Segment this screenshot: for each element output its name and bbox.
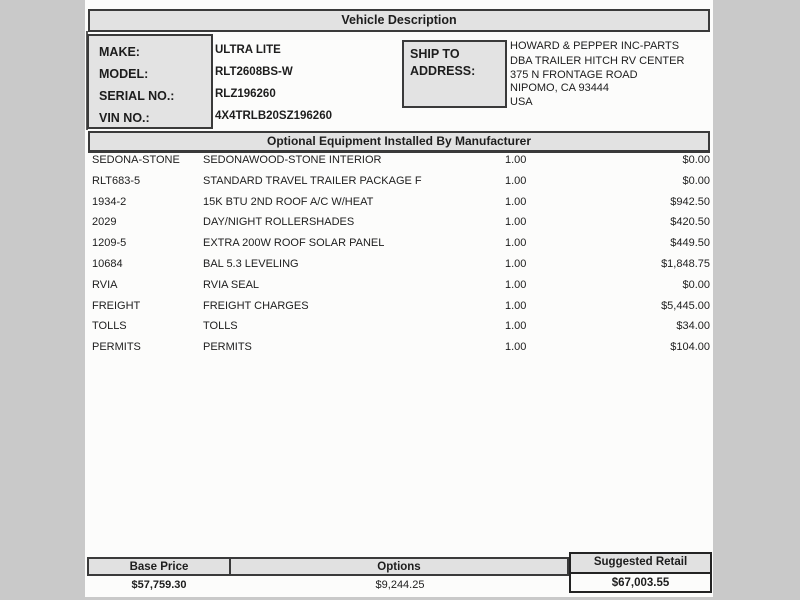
base-price-value: $57,759.30 xyxy=(131,579,187,591)
suggested-retail-header: Suggested Retail xyxy=(571,554,710,574)
equipment-code: 10684 xyxy=(92,257,123,270)
equipment-qty: 1.00 xyxy=(505,154,527,166)
table-row: 10684 BAL 5.3 LEVELING 1.00 $1,848.75 xyxy=(85,255,713,276)
equipment-price: $104.00 xyxy=(670,341,710,354)
equipment-code: 2029 xyxy=(92,216,117,229)
vehicle-description-header: Vehicle Description xyxy=(88,9,710,32)
table-row: TOLLS TOLLS 1.00 $34.00 xyxy=(85,317,713,338)
optional-equipment-header: Optional Equipment Installed By Manufact… xyxy=(88,131,710,153)
address-line: NIPOMO, CA 93444 xyxy=(510,82,610,95)
ship-to-label-line2: ADDRESS: xyxy=(410,64,476,78)
model-label: MODEL: xyxy=(99,67,149,81)
equipment-price: $0.00 xyxy=(682,278,710,291)
equipment-price: $0.00 xyxy=(682,154,710,166)
table-row: FREIGHT FREIGHT CHARGES 1.00 $5,445.00 xyxy=(85,297,713,318)
equipment-price: $420.50 xyxy=(670,216,710,229)
equipment-code: RLT683-5 xyxy=(92,174,141,187)
suggested-retail-value: $67,003.55 xyxy=(611,577,670,589)
equipment-price: $942.50 xyxy=(670,195,710,208)
vin-label: VIN NO.: xyxy=(99,111,150,125)
equipment-qty: 1.00 xyxy=(505,299,527,312)
equipment-qty: 1.00 xyxy=(505,320,527,333)
equipment-price: $34.00 xyxy=(676,320,710,333)
equipment-description: STANDARD TRAVEL TRAILER PACKAGE F xyxy=(203,174,422,187)
serial-label: SERIAL NO.: xyxy=(99,89,175,103)
equipment-qty: 1.00 xyxy=(505,257,527,270)
equipment-code: TOLLS xyxy=(92,320,127,333)
equipment-qty: 1.00 xyxy=(505,341,527,354)
equipment-table: SEDONA-STONE SEDONAWOOD-STONE INTERIOR 1… xyxy=(85,151,713,359)
equipment-code: PERMITS xyxy=(92,341,141,354)
equipment-price: $0.00 xyxy=(682,174,710,187)
equipment-code: 1209-5 xyxy=(92,237,127,250)
equipment-price: $449.50 xyxy=(670,237,710,250)
base-price-header: Base Price xyxy=(87,557,231,576)
make-label: MAKE: xyxy=(99,45,140,59)
table-row: 1209-5 EXTRA 200W ROOF SOLAR PANEL 1.00 … xyxy=(85,234,713,255)
equipment-description: FREIGHT CHARGES xyxy=(203,299,309,312)
table-row: SEDONA-STONE SEDONAWOOD-STONE INTERIOR 1… xyxy=(85,151,713,172)
equipment-description: SEDONAWOOD-STONE INTERIOR xyxy=(203,154,382,166)
vin-value: 4X4TRLB20SZ196260 xyxy=(215,110,332,122)
equipment-price: $5,445.00 xyxy=(661,299,710,312)
summary-header-row: Base Price Options xyxy=(87,557,569,576)
equipment-qty: 1.00 xyxy=(505,278,527,291)
equipment-description: TOLLS xyxy=(203,320,238,333)
equipment-description: 15K BTU 2ND ROOF A/C W/HEAT xyxy=(203,195,374,208)
address-line: USA xyxy=(510,95,533,108)
address-line: HOWARD & PEPPER INC-PARTS xyxy=(510,40,680,52)
table-row: PERMITS PERMITS 1.00 $104.00 xyxy=(85,338,713,359)
model-value: RLT2608BS-W xyxy=(215,66,293,78)
make-value: ULTRA LITE xyxy=(215,44,281,56)
ship-to-label-line1: SHIP TO xyxy=(410,47,460,61)
equipment-description: BAL 5.3 LEVELING xyxy=(203,257,299,270)
equipment-code: SEDONA-STONE xyxy=(92,154,180,166)
equipment-description: DAY/NIGHT ROLLERSHADES xyxy=(203,216,355,229)
ship-to-address: HOWARD & PEPPER INC-PARTS DBA TRAILER HI… xyxy=(510,40,684,109)
address-line: 375 N FRONTAGE ROAD xyxy=(510,68,638,81)
equipment-description: RVIA SEAL xyxy=(203,278,260,291)
serial-value: RLZ196260 xyxy=(215,88,276,100)
suggested-retail-box: Suggested Retail $67,003.55 xyxy=(569,552,712,593)
equipment-price: $1,848.75 xyxy=(661,257,710,270)
options-value: $9,244.25 xyxy=(375,579,425,591)
equipment-description: PERMITS xyxy=(203,341,252,354)
document-page: Vehicle Description MAKE: MODEL: SERIAL … xyxy=(85,0,713,597)
vehicle-labels-box: MAKE: MODEL: SERIAL NO.: VIN NO.: xyxy=(87,34,213,129)
address-line: DBA TRAILER HITCH RV CENTER xyxy=(510,55,685,68)
equipment-description: EXTRA 200W ROOF SOLAR PANEL xyxy=(203,237,385,250)
equipment-qty: 1.00 xyxy=(505,216,527,229)
equipment-qty: 1.00 xyxy=(505,237,527,250)
table-row: 1934-2 15K BTU 2ND ROOF A/C W/HEAT 1.00 … xyxy=(85,193,713,214)
table-row: 2029 DAY/NIGHT ROLLERSHADES 1.00 $420.50 xyxy=(85,213,713,234)
options-header: Options xyxy=(231,557,569,576)
table-row: RLT683-5 STANDARD TRAVEL TRAILER PACKAGE… xyxy=(85,172,713,193)
ship-to-label-box: SHIP TO ADDRESS: xyxy=(402,40,507,108)
equipment-qty: 1.00 xyxy=(505,195,527,208)
equipment-qty: 1.00 xyxy=(505,174,527,187)
equipment-code: FREIGHT xyxy=(92,299,141,312)
equipment-code: RVIA xyxy=(92,278,118,291)
vehicle-values: ULTRA LITE RLT2608BS-W RLZ196260 4X4TRLB… xyxy=(215,39,332,127)
table-row: RVIA RVIA SEAL 1.00 $0.00 xyxy=(85,276,713,297)
equipment-code: 1934-2 xyxy=(92,195,127,208)
